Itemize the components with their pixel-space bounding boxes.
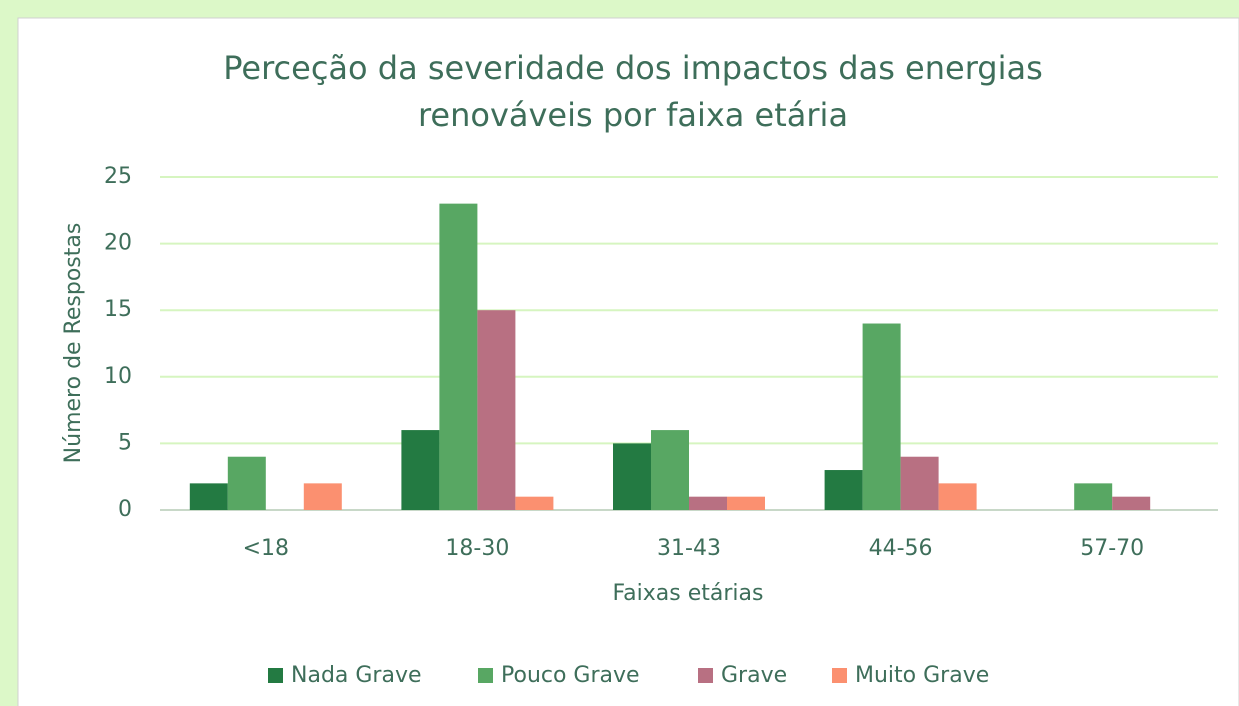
chart-title: Perceção da severidade dos impactos das … [223,49,1043,87]
legend-label: Muito Grave [855,663,989,688]
x-tick-label: <18 [243,536,289,561]
y-tick-label: 15 [104,297,132,322]
bar [227,456,266,510]
y-tick-label: 0 [118,497,132,522]
bar [515,496,554,510]
bar [938,483,977,510]
chart-panel [17,17,1239,706]
y-tick-label: 25 [104,164,132,189]
bar [303,483,342,510]
x-tick-label: 57-70 [1080,536,1144,561]
y-tick-label: 5 [118,430,132,455]
x-axis-label: Faixas etárias [613,581,764,606]
legend-swatch [268,668,283,683]
legend-label: Pouco Grave [501,663,640,688]
bar [824,470,863,510]
chart-title: renováveis por faixa etária [418,96,848,134]
bar [862,323,901,510]
bar [727,496,765,510]
legend-swatch [478,668,493,683]
legend-swatch [698,668,713,683]
bar [689,496,727,510]
bar [477,310,516,510]
bar [1112,496,1151,510]
x-tick-label: 44-56 [869,536,933,561]
legend-label: Grave [721,663,787,688]
y-tick-label: 10 [104,364,132,389]
bar [189,483,228,510]
legend-label: Nada Grave [291,663,422,688]
bar [613,443,651,510]
bar [401,430,440,510]
bar [651,430,689,510]
bar [439,203,478,510]
legend-swatch [832,668,847,683]
y-tick-label: 20 [104,231,132,256]
bar [900,456,939,510]
x-tick-label: 31-43 [657,536,721,561]
bar [1074,483,1113,510]
x-tick-label: 18-30 [445,536,509,561]
y-axis-label: Número de Respostas [61,223,86,464]
